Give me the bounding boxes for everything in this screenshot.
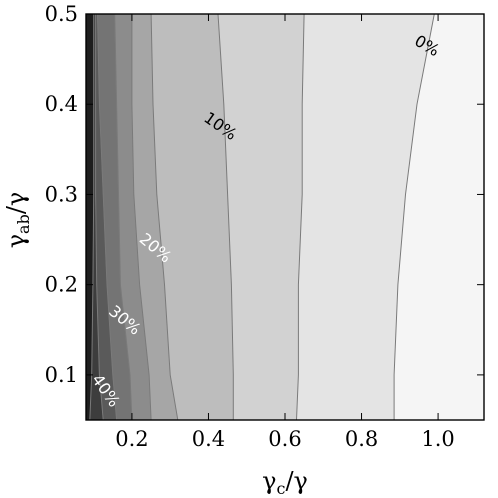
y-tick-label: 0.5 — [45, 2, 78, 26]
y-axis: 0.1 0.2 0.3 0.4 0.5 — [45, 2, 484, 387]
contour-line — [217, 14, 234, 420]
y-axis-label-tail: /γ — [2, 192, 30, 214]
y-axis-label-sub: ab — [14, 214, 33, 234]
x-axis-label-sub: c — [276, 479, 285, 498]
x-tick-label: 0.6 — [268, 427, 301, 451]
x-axis-label-base: γ — [262, 467, 276, 495]
x-tick-label: 0.4 — [192, 427, 225, 451]
y-tick-label: 0.4 — [45, 92, 78, 116]
x-axis: 0.2 0.4 0.6 0.8 1.0 — [115, 14, 455, 451]
y-tick-label: 0.3 — [45, 182, 78, 206]
contour-line — [150, 14, 179, 420]
x-tick-label: 1.0 — [421, 427, 454, 451]
contour-line — [95, 14, 104, 420]
contour-line — [97, 14, 118, 420]
y-axis-label-base: γ — [2, 234, 30, 248]
y-axis-label: γab/γ — [2, 192, 33, 249]
contour-regions — [86, 14, 484, 420]
contour-lines — [89, 14, 435, 420]
contour-line — [89, 14, 95, 420]
contour-line — [393, 14, 435, 420]
x-axis-label-tail: /γ — [285, 467, 307, 495]
x-tick-label: 0.2 — [115, 427, 148, 451]
y-tick-label: 0.1 — [45, 363, 78, 387]
contour-line — [114, 14, 133, 420]
contour-line — [131, 14, 152, 420]
x-tick-label: 0.8 — [345, 427, 378, 451]
contour-line — [296, 14, 305, 420]
x-axis-label: γc/γ — [262, 467, 308, 498]
y-tick-label: 0.2 — [45, 273, 78, 297]
